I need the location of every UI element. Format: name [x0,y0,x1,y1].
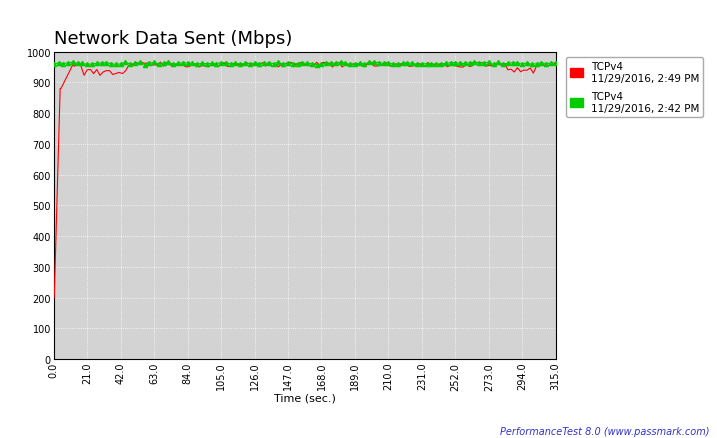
Text: Network Data Sent (Mbps): Network Data Sent (Mbps) [54,30,292,48]
X-axis label: Time (sec.): Time (sec.) [274,392,336,403]
Text: PerformanceTest 8.0 (www.passmark.com): PerformanceTest 8.0 (www.passmark.com) [500,426,710,436]
Legend: TCPv4
11/29/2016, 2:49 PM, TCPv4
11/29/2016, 2:42 PM: TCPv4 11/29/2016, 2:49 PM, TCPv4 11/29/2… [566,58,703,117]
